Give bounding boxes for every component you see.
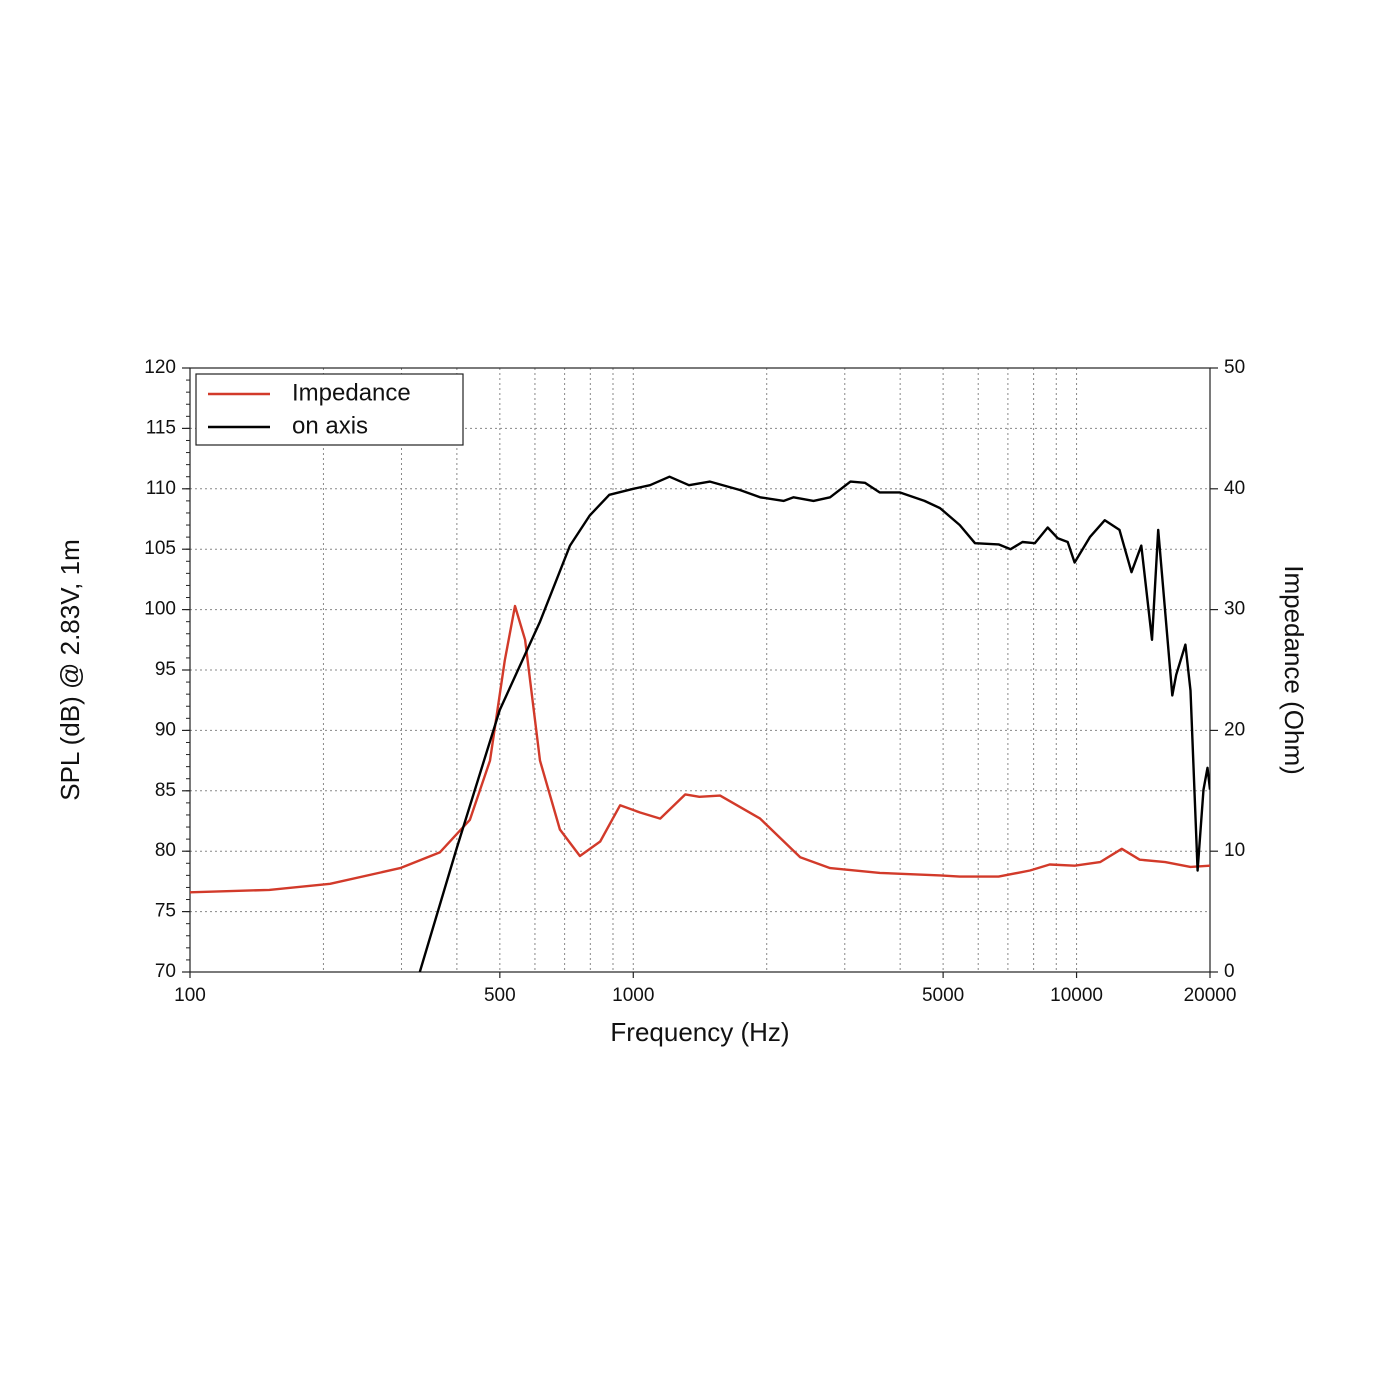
- x-tick-label: 10000: [1050, 985, 1103, 1006]
- y-tick-label: 115: [146, 417, 176, 438]
- legend-label: Impedance: [292, 379, 411, 406]
- y2-tick-label: 30: [1224, 599, 1245, 620]
- y-tick-label: 75: [155, 901, 176, 922]
- y-tick-label: 95: [155, 659, 176, 680]
- y-tick-label: 120: [144, 357, 176, 378]
- y-tick-label: 70: [155, 961, 176, 982]
- y2-tick-label: 10: [1224, 840, 1245, 861]
- y2-tick-label: 40: [1224, 478, 1245, 499]
- y-tick-label: 105: [144, 538, 176, 559]
- series-line: [418, 475, 1210, 972]
- y-tick-label: 85: [155, 780, 176, 801]
- x-tick-label: 5000: [922, 985, 964, 1006]
- y2-axis-title: Impedance (Ohm): [1279, 565, 1309, 775]
- legend-label: on axis: [292, 412, 368, 439]
- y2-tick-label: 20: [1224, 719, 1245, 740]
- y2-tick-label: 0: [1224, 961, 1235, 982]
- y2-tick-label: 50: [1224, 357, 1245, 378]
- series-line: [190, 604, 1210, 894]
- plot-frame: [189, 367, 1211, 973]
- y-tick-label: 100: [144, 599, 176, 620]
- x-axis-title: Frequency (Hz): [610, 1017, 789, 1047]
- y-axis-title: SPL (dB) @ 2.83V, 1m: [55, 539, 85, 801]
- x-tick-label: 500: [484, 985, 516, 1006]
- y-tick-label: 110: [146, 478, 176, 499]
- x-tick-label: 100: [174, 985, 206, 1006]
- y-tick-label: 90: [155, 719, 176, 740]
- y-tick-label: 80: [155, 840, 176, 861]
- x-tick-label: 1000: [612, 985, 654, 1006]
- x-tick-label: 20000: [1184, 985, 1237, 1006]
- legend-box: [195, 373, 464, 446]
